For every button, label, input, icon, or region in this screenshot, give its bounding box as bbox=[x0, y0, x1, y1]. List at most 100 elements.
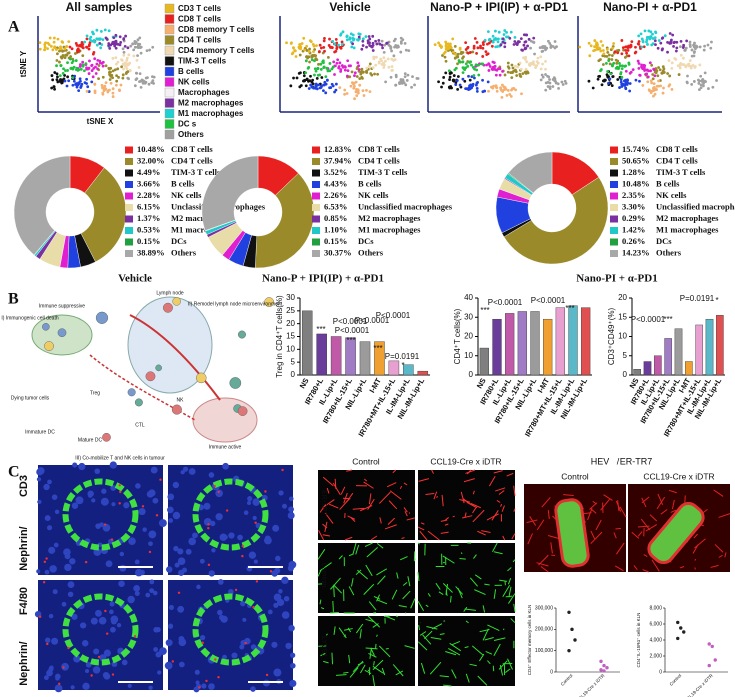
nucleus bbox=[61, 662, 69, 671]
cell bbox=[95, 311, 109, 324]
tsne-dot bbox=[471, 65, 475, 69]
legend-label: CD8 T cells bbox=[358, 144, 400, 154]
legend-label: Unclassified macrophages bbox=[358, 201, 453, 211]
tsne-dot bbox=[313, 48, 317, 51]
tsne-dot bbox=[637, 34, 641, 38]
tsne-dot bbox=[139, 79, 143, 83]
fiber bbox=[488, 476, 496, 487]
tsne-dot bbox=[606, 50, 610, 54]
tsne-dot bbox=[122, 38, 126, 41]
tsne-dot bbox=[107, 44, 111, 47]
tsne-dot bbox=[43, 45, 47, 49]
legend-swatch bbox=[125, 204, 133, 211]
value-label: 0.29% bbox=[622, 213, 645, 223]
stain-dot bbox=[159, 478, 162, 481]
fiber bbox=[317, 548, 326, 560]
value-label: 37.94% bbox=[324, 155, 352, 165]
tsne-dot bbox=[494, 85, 498, 89]
fiber bbox=[718, 554, 723, 558]
tsne-dot bbox=[651, 77, 655, 81]
tsne-dot bbox=[399, 36, 403, 40]
tsne-dot bbox=[544, 73, 547, 76]
fiber bbox=[469, 577, 478, 587]
fiber bbox=[464, 512, 467, 518]
fiber bbox=[633, 565, 638, 570]
tsne-dot bbox=[501, 69, 504, 73]
fiber bbox=[363, 481, 374, 489]
tsne-dot bbox=[88, 59, 91, 63]
tsne-dot bbox=[513, 36, 517, 39]
tsne-dot bbox=[523, 58, 527, 61]
pie-title: Vehicle bbox=[118, 273, 152, 285]
stain-dot bbox=[207, 523, 210, 526]
tsne-dot bbox=[53, 45, 57, 49]
tsne-dot bbox=[473, 37, 477, 40]
tsne-dot bbox=[118, 88, 121, 92]
tsne-dot bbox=[322, 39, 326, 43]
fiber bbox=[440, 531, 449, 534]
dot bbox=[599, 668, 603, 672]
annotation: P<0.0001 bbox=[355, 316, 390, 325]
tsne-dot bbox=[51, 48, 55, 52]
fiber bbox=[487, 660, 491, 665]
nucleus bbox=[180, 470, 185, 475]
tsne-dot bbox=[99, 46, 103, 50]
tsne-dot bbox=[487, 69, 491, 72]
fiber bbox=[399, 556, 408, 561]
legend-label: NK cells bbox=[656, 190, 687, 200]
fiber bbox=[507, 593, 516, 604]
tsne-dot bbox=[87, 44, 91, 48]
nucleus bbox=[278, 589, 283, 594]
nucleus bbox=[142, 527, 147, 532]
legend-swatch bbox=[125, 227, 133, 234]
tsne-dot bbox=[578, 45, 582, 49]
tsne-dot bbox=[322, 83, 325, 87]
fiber bbox=[510, 618, 516, 624]
nucleus bbox=[109, 609, 114, 615]
tsne-dot bbox=[627, 61, 631, 65]
nucleus bbox=[71, 613, 78, 620]
fiber bbox=[651, 559, 660, 572]
fiber bbox=[484, 583, 490, 586]
tsne-dot bbox=[505, 93, 509, 97]
tsne-dot bbox=[312, 44, 316, 48]
tsne-dot bbox=[530, 62, 533, 66]
tsne-dot bbox=[322, 61, 325, 65]
tsne-dot bbox=[661, 47, 664, 51]
tsne-dot bbox=[682, 43, 686, 47]
tsne-dot bbox=[605, 61, 608, 65]
fiber bbox=[407, 576, 411, 587]
fiber bbox=[378, 645, 391, 658]
tsne-dot bbox=[101, 75, 105, 79]
tsne-dot bbox=[133, 84, 137, 88]
tsne-dot bbox=[455, 79, 459, 82]
tsne-dot bbox=[392, 54, 396, 58]
tsne-dot bbox=[601, 63, 605, 66]
nucleus bbox=[121, 659, 128, 666]
y-tick-label: 0 bbox=[659, 669, 662, 675]
nucleus bbox=[199, 558, 205, 564]
tsne-dot bbox=[387, 65, 391, 69]
tsne-dot bbox=[461, 57, 464, 60]
tsne-dot bbox=[699, 86, 703, 90]
nucleus bbox=[273, 602, 279, 608]
nucleus bbox=[157, 670, 162, 675]
legend-label: NK cells bbox=[178, 78, 210, 87]
y-tick-label: 200,000 bbox=[535, 627, 553, 633]
nucleus bbox=[48, 666, 54, 672]
tsne-dot bbox=[110, 42, 114, 46]
fiber bbox=[527, 533, 533, 545]
nucleus bbox=[138, 507, 146, 516]
tsne-dot bbox=[66, 69, 69, 72]
fiber bbox=[348, 654, 351, 664]
fiber bbox=[357, 569, 369, 580]
tsne-dot bbox=[688, 59, 692, 63]
tsne-dot bbox=[683, 48, 687, 52]
tsne-dot bbox=[131, 42, 135, 46]
panel-label: A bbox=[8, 19, 20, 36]
tsne-dot bbox=[438, 44, 442, 48]
fiber bbox=[505, 668, 511, 673]
tsne-dot bbox=[472, 74, 476, 77]
tsne-dot bbox=[690, 82, 694, 86]
tsne-dot bbox=[120, 59, 124, 62]
